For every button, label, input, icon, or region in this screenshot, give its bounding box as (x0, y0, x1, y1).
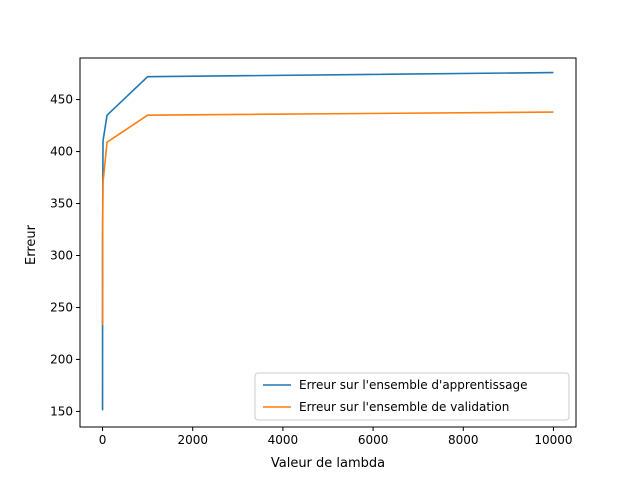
x-tick-label: 2000 (177, 433, 208, 447)
y-tick-label: 150 (50, 404, 73, 418)
legend-label: Erreur sur l'ensemble d'apprentissage (299, 378, 527, 392)
x-tick-label: 0 (99, 433, 107, 447)
axes-frame (79, 57, 577, 428)
legend: Erreur sur l'ensemble d'apprentissage Err… (254, 372, 570, 421)
y-tick-label: 300 (50, 248, 73, 262)
series-line-1 (101, 111, 554, 326)
y-tick-label: 350 (50, 197, 73, 211)
x-tick-label: 6000 (358, 433, 389, 447)
plot-area (79, 57, 577, 428)
y-tick-label: 450 (50, 93, 73, 107)
x-axis-label: Valeur de lambda (271, 456, 385, 471)
x-tick-label: 4000 (268, 433, 299, 447)
y-tick-label: 200 (50, 352, 73, 366)
x-tick-label: 8000 (448, 433, 479, 447)
legend-label: Erreur sur l'ensemble de validation (299, 400, 509, 414)
y-tick-label: 250 (50, 300, 73, 314)
x-tick-label: 10000 (534, 433, 572, 447)
y-axis-label: Erreur (24, 224, 39, 265)
x-axis-ticks: 0 2000 4000 6000 8000 10000 (99, 427, 573, 447)
y-tick-label: 400 (50, 145, 73, 159)
y-axis-ticks: 150 200 250 300 350 400 450 (50, 93, 80, 418)
series-layer (101, 71, 554, 411)
legend-box (254, 372, 570, 421)
